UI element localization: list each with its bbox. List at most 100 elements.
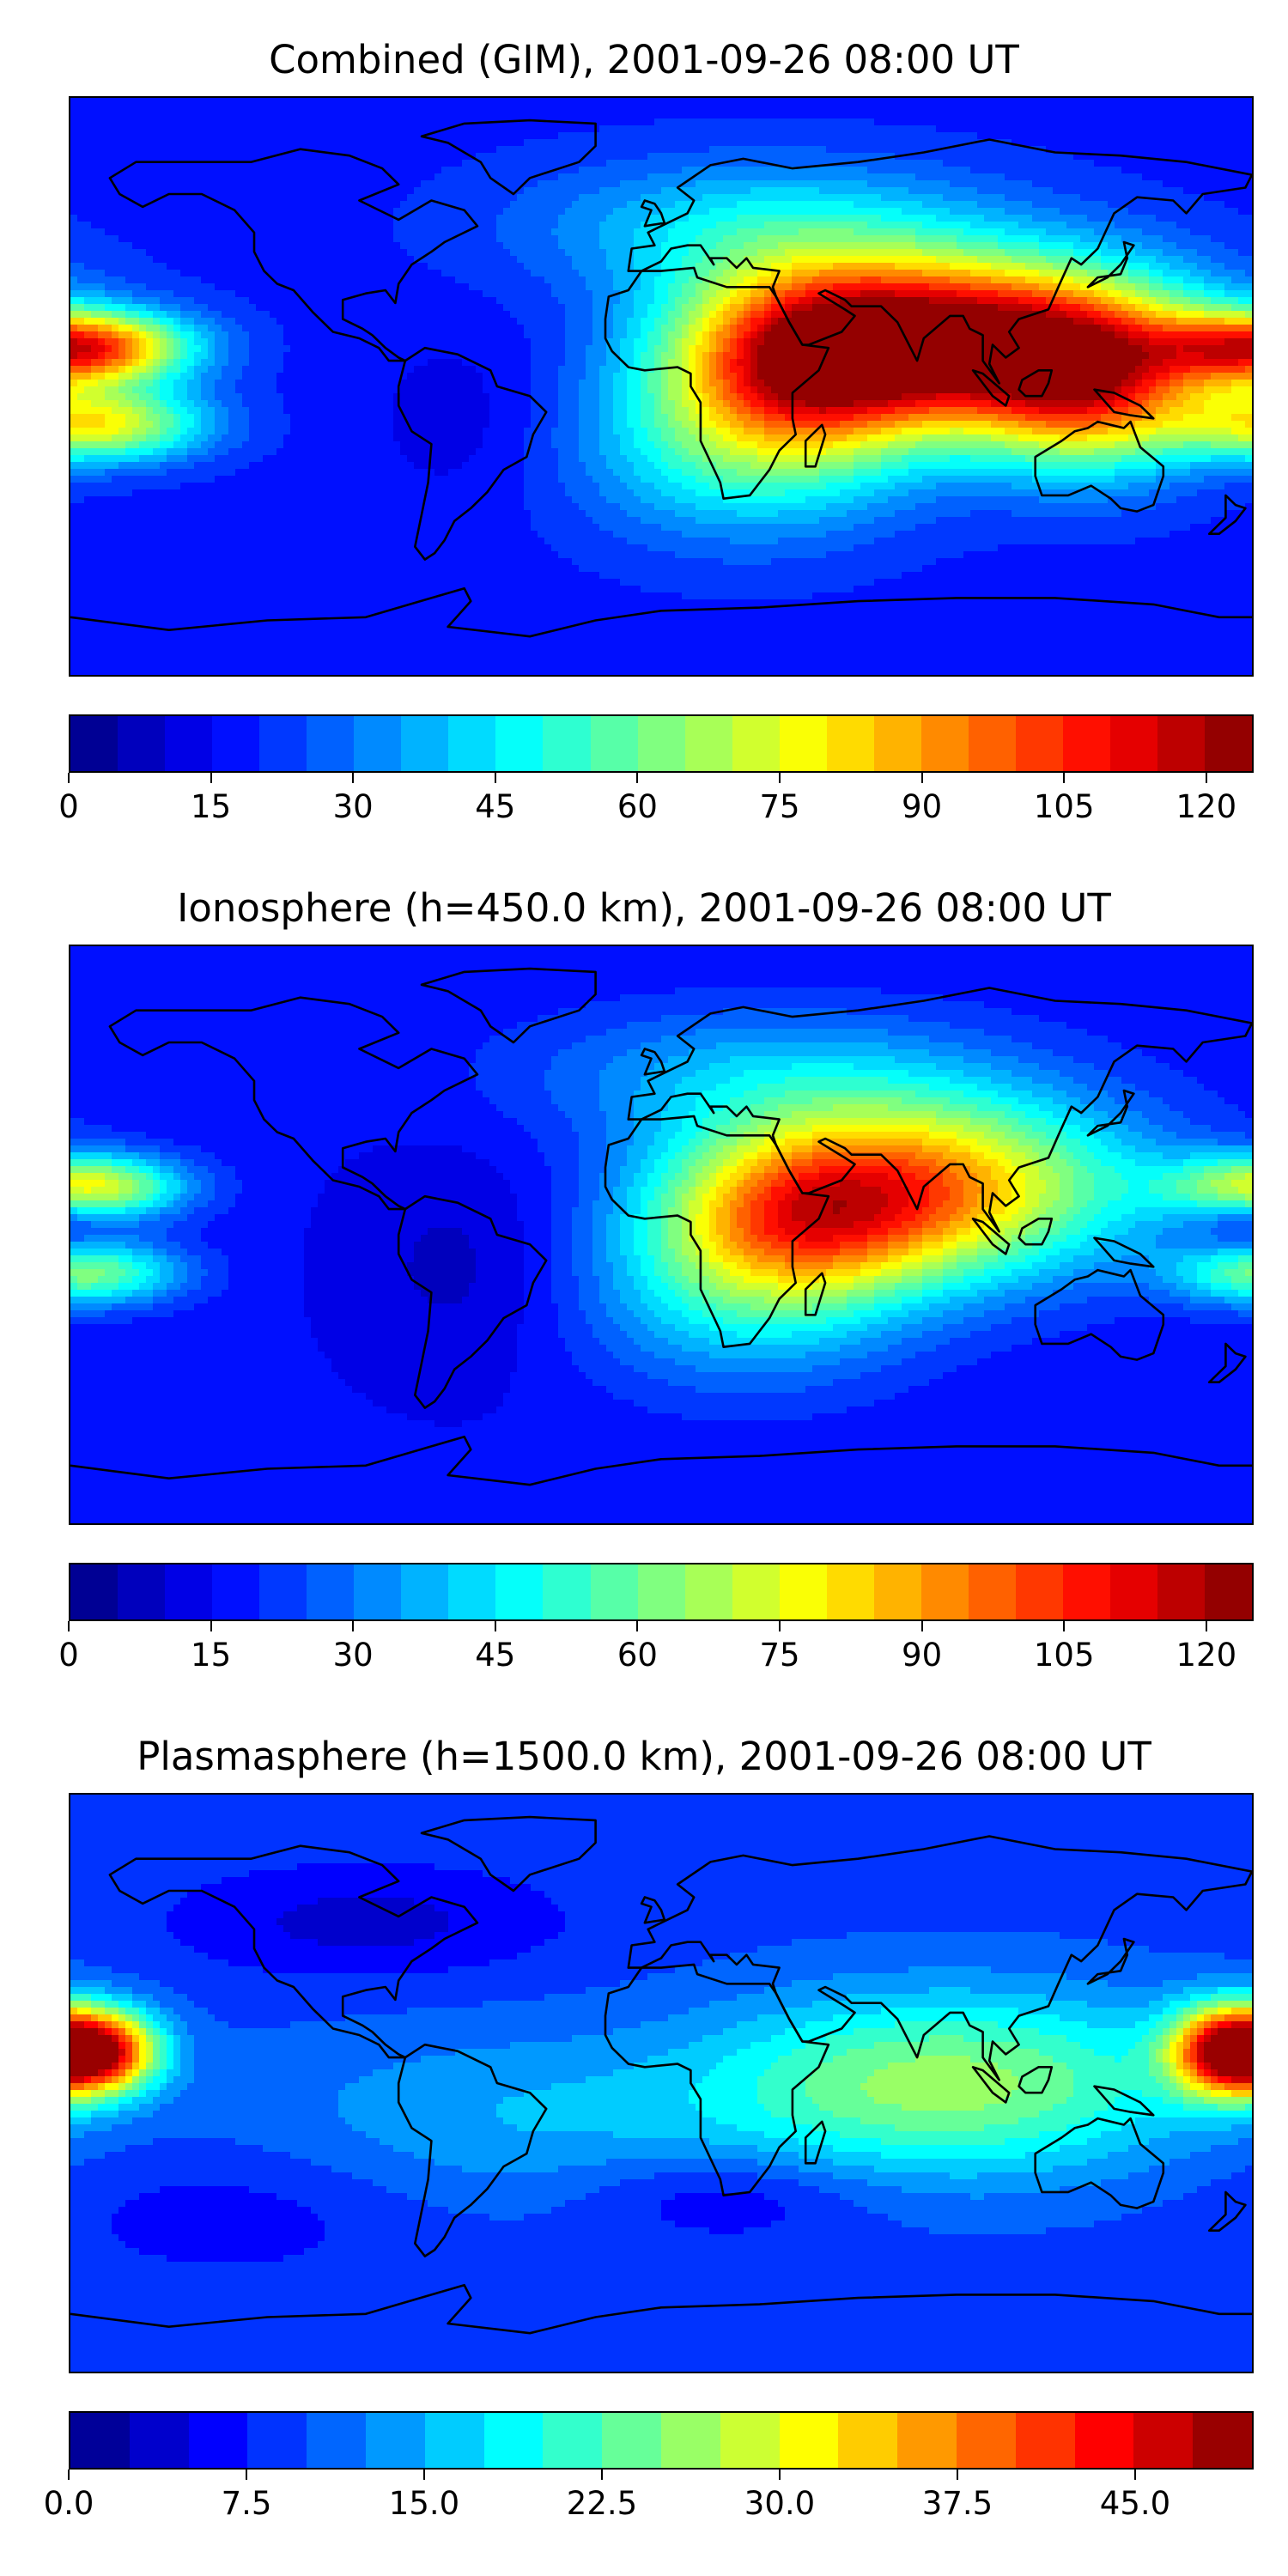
- colorbar-tick-label: 30.0: [744, 2485, 815, 2523]
- colorbar-segment: [1074, 2413, 1134, 2468]
- colorbar-tick-label: 90: [902, 788, 942, 826]
- coastline-sumatra: [971, 368, 1011, 407]
- colorbar-segment: [247, 2413, 307, 2468]
- colorbar-segment: [212, 1564, 260, 1619]
- colorbar-tick: [920, 773, 923, 783]
- colorbar-tick: [68, 2470, 70, 2480]
- colorbar-segment: [129, 2413, 189, 2468]
- coastline-africa: [604, 1963, 830, 2197]
- colorbar-segment: [1157, 1564, 1206, 1619]
- panel-3-title: Plasmasphere (h=1500.0 km), 2001-09-26 0…: [0, 1733, 1288, 1781]
- coastline-borneo: [1018, 1217, 1054, 1246]
- heatmap-cells: [70, 946, 1252, 1523]
- colorbar-tick: [210, 1621, 212, 1631]
- colorbar-segment: [873, 1564, 921, 1619]
- panel-3-map: [69, 1793, 1254, 2373]
- colorbar-tick: [957, 2470, 958, 2480]
- colorbar-segment: [259, 1564, 307, 1619]
- coastline-eurasia: [627, 1835, 1252, 2081]
- colorbar-tick: [68, 1621, 70, 1631]
- colorbar-segment: [543, 2413, 603, 2468]
- coastline-australia: [1034, 2117, 1165, 2209]
- colorbar-segment: [401, 716, 449, 771]
- colorbar-segment: [483, 2413, 544, 2468]
- colorbar-segment: [259, 716, 307, 771]
- colorbar-tick-label: 105: [1034, 788, 1095, 826]
- colorbar-segment: [165, 716, 213, 771]
- colorbar-tick-label: 30: [333, 788, 374, 826]
- colorbar-tick-label: 90: [902, 1637, 942, 1674]
- coastline-australia: [1034, 420, 1165, 513]
- colorbar-tick-label: 30: [333, 1637, 374, 1674]
- coastlines: [70, 118, 1252, 638]
- colorbar-segment: [838, 2413, 898, 2468]
- colorbar-tick-label: 120: [1176, 1637, 1236, 1674]
- colorbar-tick: [494, 1621, 496, 1631]
- coastline-japan: [1086, 240, 1135, 289]
- colorbar-tick: [779, 1621, 781, 1631]
- colorbar-segment: [70, 1564, 118, 1619]
- panel-3-colorbar-ticks: 0.0 7.5 15.0 22.5 30.0 37.5 45.0: [44, 2470, 1254, 2530]
- coastline-new-guinea: [1093, 388, 1155, 420]
- colorbar-tick: [636, 1621, 639, 1631]
- colorbar-segment: [543, 1564, 591, 1619]
- coastline-greenland: [420, 1815, 597, 1893]
- colorbar-segment: [779, 1564, 827, 1619]
- colorbar-tick: [1205, 773, 1207, 783]
- colorbar-segment: [684, 716, 732, 771]
- colorbar-tick: [779, 2470, 781, 2480]
- colorbar-segment: [354, 716, 402, 771]
- colorbar-tick: [210, 773, 212, 783]
- coastline-uk: [640, 1048, 666, 1076]
- coastline-africa: [604, 266, 830, 501]
- coastline-australia: [1034, 1268, 1165, 1361]
- colorbar-tick: [1063, 1621, 1066, 1631]
- coastline-new-guinea: [1093, 2085, 1155, 2117]
- coastline-south-america: [397, 1194, 548, 1409]
- coastline-north-america: [108, 148, 479, 362]
- colorbar-tick: [779, 773, 781, 783]
- colorbar-segment: [543, 716, 591, 771]
- colorbar-tick-label: 0.0: [44, 2485, 94, 2523]
- coastline-new-guinea: [1093, 1236, 1155, 1268]
- colorbar-tick: [494, 773, 496, 783]
- coastline-antarctica: [70, 2283, 1252, 2335]
- colorbar-tick-label: 22.5: [567, 2485, 637, 2523]
- colorbar-segment: [118, 716, 166, 771]
- coastline-sumatra: [971, 1217, 1011, 1255]
- coastline-south-america: [397, 2043, 548, 2257]
- colorbar-segment: [920, 716, 969, 771]
- coastline-north-america: [108, 996, 479, 1211]
- coastline-madagascar: [804, 423, 827, 468]
- colorbar-segment: [637, 1564, 685, 1619]
- colorbar-tick-label: 75: [759, 788, 799, 826]
- colorbar-segment: [307, 1564, 355, 1619]
- coastline-africa: [604, 1115, 830, 1349]
- colorbar-tick-label: 0: [58, 788, 79, 826]
- colorbar-tick: [1063, 773, 1066, 783]
- colorbar-tick-label: 15.0: [389, 2485, 459, 2523]
- coastline-greenland: [420, 118, 597, 196]
- coastline-antarctica: [70, 586, 1252, 638]
- colorbar-tick: [423, 2470, 425, 2480]
- colorbar-segment: [495, 1564, 544, 1619]
- colorbar-segment: [448, 1564, 496, 1619]
- colorbar-tick-label: 7.5: [222, 2485, 272, 2523]
- coastline-borneo: [1018, 2065, 1054, 2094]
- colorbar-segment: [307, 716, 355, 771]
- coastline-eurasia: [627, 138, 1252, 385]
- colorbar-tick-label: 37.5: [922, 2485, 993, 2523]
- colorbar-segment: [365, 2413, 425, 2468]
- colorbar-segment: [873, 716, 921, 771]
- colorbar-tick: [1134, 2470, 1136, 2480]
- coastline-borneo: [1018, 368, 1054, 398]
- colorbar-segment: [1133, 2413, 1194, 2468]
- coastline-japan: [1086, 1089, 1135, 1137]
- coastline-madagascar: [804, 1272, 827, 1316]
- panel-2-colorbar: [69, 1563, 1254, 1621]
- colorbar-tick-label: 45.0: [1100, 2485, 1170, 2523]
- colorbar-segment: [1015, 716, 1063, 771]
- colorbar-tick: [246, 2470, 247, 2480]
- colorbar-tick-label: 15: [191, 788, 231, 826]
- colorbar-segment: [602, 2413, 661, 2468]
